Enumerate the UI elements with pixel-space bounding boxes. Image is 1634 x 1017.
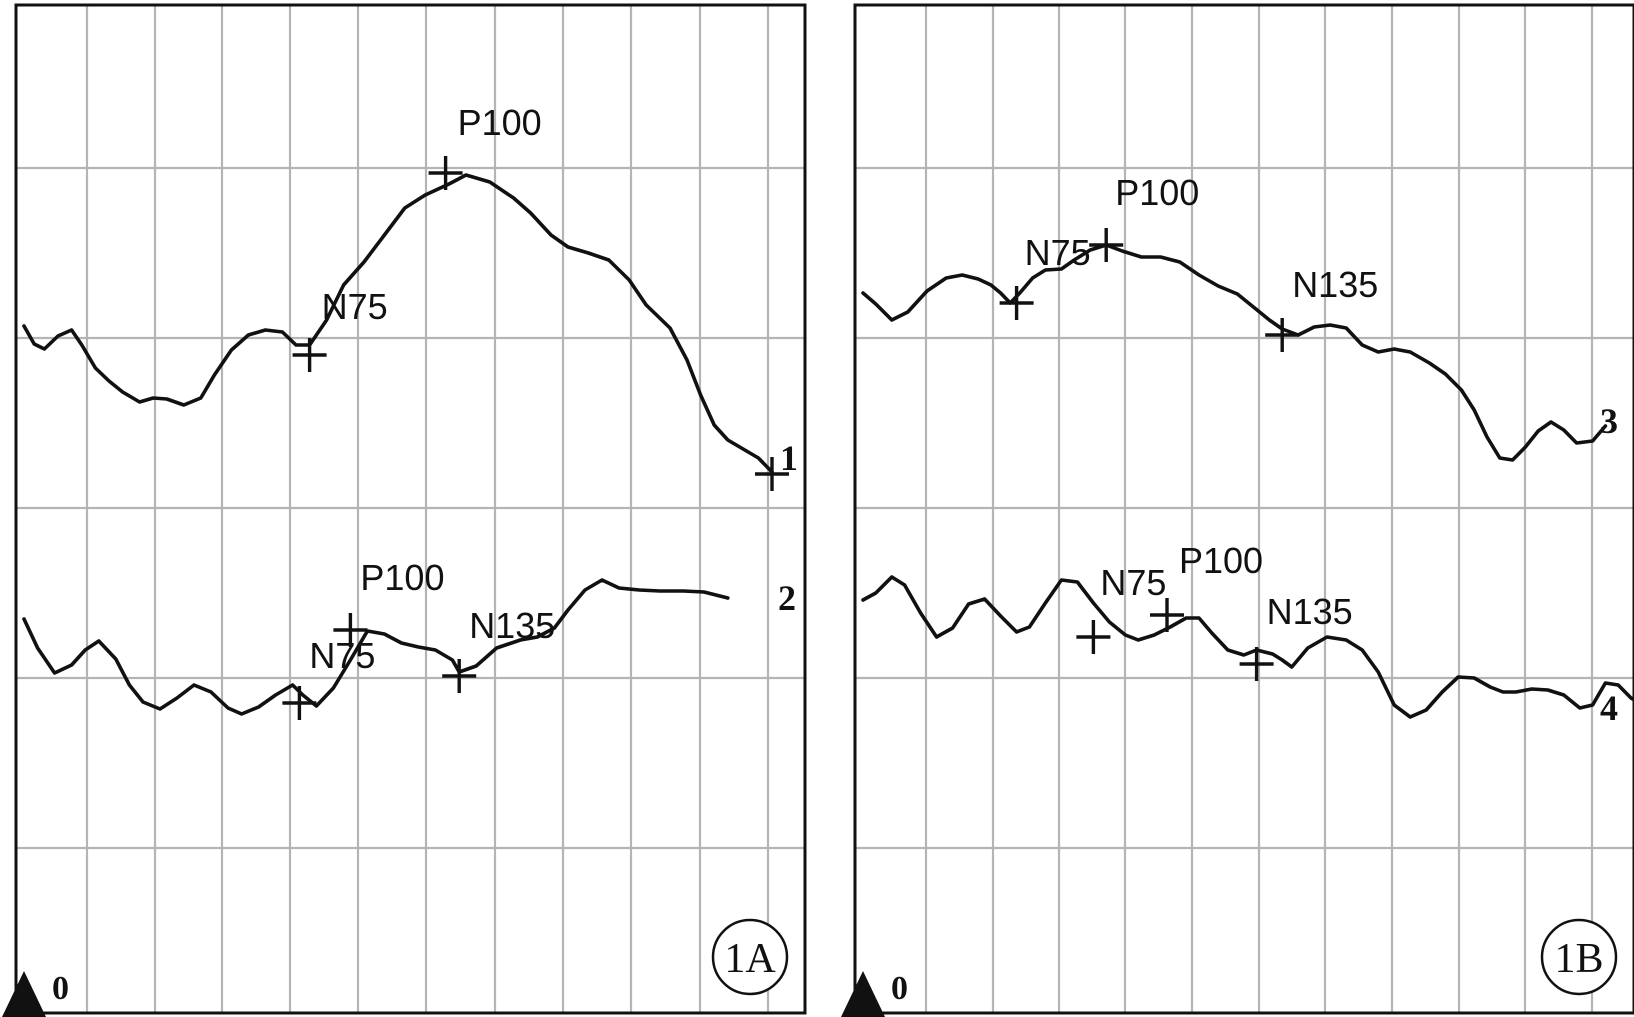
panel-frame bbox=[14, 3, 807, 1015]
zero-triangle-icon bbox=[2, 971, 46, 1017]
peak-marker-n135 bbox=[1239, 647, 1274, 681]
peak-marker-n75 bbox=[282, 686, 317, 720]
trace-2 bbox=[22, 578, 730, 716]
grid bbox=[855, 5, 1634, 1013]
trace-number: 4 bbox=[1600, 688, 1618, 728]
trace-number: 3 bbox=[1600, 401, 1618, 441]
panel-1a: N75 P100 1 N75 P100 N135 2 0 1A bbox=[2, 3, 807, 1017]
grid bbox=[16, 5, 805, 1013]
peak-label-n75: N75 bbox=[309, 635, 375, 676]
peak-marker-n75 bbox=[292, 338, 327, 372]
trace-4 bbox=[861, 575, 1634, 719]
peak-marker-n135 bbox=[1265, 318, 1300, 352]
trace-1 bbox=[22, 173, 774, 474]
peak-label-p100: P100 bbox=[1179, 540, 1263, 581]
trace-number: 2 bbox=[778, 578, 796, 618]
zero-label: 0 bbox=[52, 970, 69, 1007]
peak-marker-p100 bbox=[333, 613, 368, 647]
peak-label-n75: N75 bbox=[1100, 562, 1166, 603]
peak-label-n135: N135 bbox=[1292, 264, 1378, 305]
peak-label-p100: P100 bbox=[360, 557, 444, 598]
peak-label-n135: N135 bbox=[469, 605, 555, 646]
peak-marker-n135 bbox=[442, 659, 477, 693]
peak-marker-p100 bbox=[1150, 598, 1184, 632]
zero-label: 0 bbox=[891, 970, 908, 1007]
peak-label-n135: N135 bbox=[1267, 591, 1353, 632]
panel-label-circle bbox=[711, 918, 789, 996]
peak-label-p100: P100 bbox=[1115, 172, 1199, 213]
peak-label-n75: N75 bbox=[1025, 232, 1091, 273]
peak-label-p100: P100 bbox=[458, 102, 542, 143]
panel-label-circle bbox=[1540, 918, 1618, 996]
trace-3 bbox=[861, 243, 1608, 462]
peak-marker-p100 bbox=[428, 156, 463, 190]
peak-marker-n75 bbox=[999, 286, 1034, 320]
peak-marker-p100 bbox=[1089, 228, 1124, 262]
zero-triangle-icon bbox=[841, 971, 885, 1017]
panel-label: 1A bbox=[724, 936, 776, 982]
peak-marker-n75 bbox=[1076, 620, 1111, 654]
panel-label: 1B bbox=[1554, 936, 1603, 982]
peak-label-n75: N75 bbox=[322, 286, 388, 327]
trace-number: 1 bbox=[780, 438, 798, 478]
panel-frame bbox=[853, 3, 1634, 1015]
peak-marker-end bbox=[755, 457, 789, 491]
